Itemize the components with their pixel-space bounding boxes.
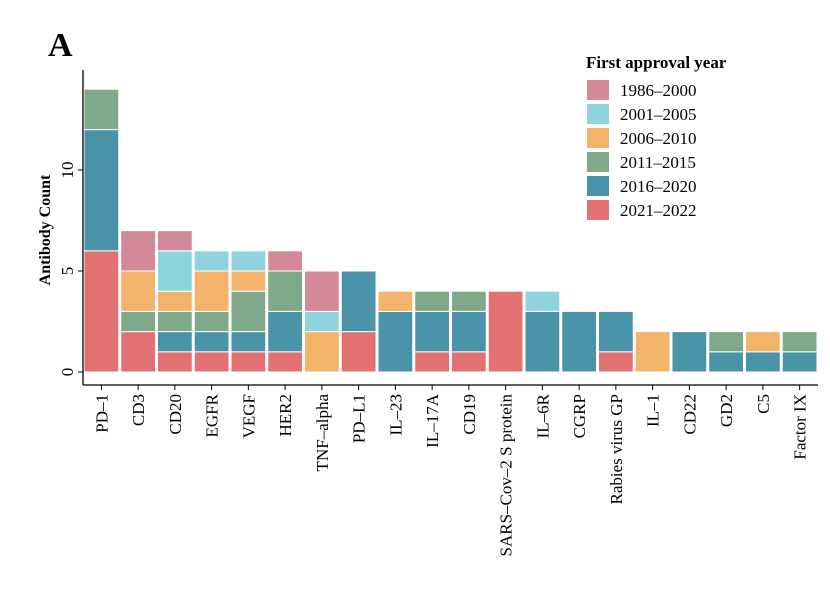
bar-segment (524, 310, 561, 373)
bar-segment (157, 230, 193, 252)
bar-segment (157, 290, 193, 312)
bar-segment (304, 331, 340, 373)
x-tick-label: CD3 (129, 394, 148, 426)
bar-segment (193, 270, 230, 312)
bar-segment (157, 351, 193, 373)
legend-label: 2001–2005 (620, 105, 697, 124)
legend-swatch (587, 152, 609, 172)
legend-label: 2016–2020 (620, 177, 697, 196)
x-tick-label: IL–23 (386, 394, 405, 436)
bar-segment (157, 331, 193, 353)
bar-segment (120, 331, 156, 373)
bar-segment (414, 310, 450, 353)
bar-segment (230, 351, 267, 373)
plot-area: PD–1 CD3 CD20 EGFR VEGF HER2 TNF–alpha PD–L1 IL–… (58, 70, 818, 556)
bar-segment (781, 351, 818, 373)
bar-segment (414, 351, 450, 373)
panel-label: A (48, 27, 73, 64)
legend-swatch (587, 104, 609, 124)
x-tick-label: EGFR (203, 393, 222, 437)
bar-segment (193, 331, 230, 353)
x-tick-label: VEGF (239, 394, 258, 438)
bar-segment (267, 250, 303, 272)
legend-label: 2011–2015 (620, 153, 696, 172)
bar-segment (193, 351, 230, 373)
bar-segment (157, 310, 193, 333)
x-tick-label: Rabies virus GP (607, 394, 626, 505)
bar-segment (708, 331, 744, 353)
bar-segment (671, 331, 708, 373)
legend-label: 2006–2010 (620, 129, 697, 148)
bar-segment (157, 250, 193, 292)
x-tick-label: CGRP (570, 394, 589, 438)
x-tick-label: C5 (754, 394, 773, 414)
bar-segment (83, 129, 120, 252)
bar-segment (267, 351, 303, 373)
x-tick-label: IL–1 (644, 394, 663, 427)
x-tick-label: GD2 (717, 394, 736, 427)
bar-segment (193, 250, 230, 272)
y-tick-label: 5 (58, 267, 77, 276)
legend-title: First approval year (586, 53, 727, 72)
bar-segment (267, 270, 303, 312)
bar-segment (120, 310, 156, 333)
bar-segment (377, 290, 414, 312)
legend-swatch (587, 80, 609, 100)
x-tick-label: Factor IX (791, 394, 810, 460)
bar-segment (524, 290, 561, 312)
bar-segment (634, 331, 671, 373)
bar-segment (377, 310, 414, 373)
x-tick-label: CD19 (460, 394, 479, 435)
legend-label: 2021–2022 (620, 201, 697, 220)
y-tick-label: 0 (58, 368, 77, 377)
bar-segment (708, 351, 744, 373)
bar-segment (267, 310, 303, 353)
bar-segment (745, 331, 781, 353)
x-tick-label: CD22 (680, 394, 699, 435)
x-tick-label: TNF–alpha (313, 394, 332, 472)
bar-segment (304, 310, 340, 333)
x-tick-label: PD–L1 (350, 394, 369, 443)
bar-segment (120, 230, 156, 272)
x-tick-label: PD–1 (92, 394, 111, 433)
bar-segment (451, 310, 487, 353)
bar-segment (230, 250, 267, 272)
legend-label: 1986–2000 (620, 81, 697, 100)
legend: First approval year 1986–2000 2001–2005 20… (586, 53, 727, 220)
bar-segment (487, 290, 524, 373)
x-tick-label: IL–17A (423, 393, 442, 448)
bar-segment (561, 310, 597, 373)
legend-swatch (587, 176, 609, 196)
legend-swatch (587, 200, 609, 220)
bar-segment (120, 270, 156, 312)
bar-segment (304, 270, 340, 312)
x-tick-label: IL–6R (533, 393, 552, 438)
y-tick-label: 10 (58, 162, 77, 179)
bar-segment (340, 331, 377, 373)
bar-segment (745, 351, 781, 373)
bar-segment (83, 250, 120, 373)
bar-segment (230, 331, 267, 353)
bar-segment (781, 331, 818, 353)
bar-segment (340, 270, 377, 333)
x-tick-label: CD20 (166, 394, 185, 435)
bar-segment (230, 270, 267, 292)
bar-segment (83, 88, 120, 131)
x-tick-label: HER2 (276, 394, 295, 437)
y-axis-title: Antibody Count (37, 174, 54, 285)
bar-segment (451, 290, 487, 312)
bar-segment (598, 310, 634, 353)
bar-segment (598, 351, 634, 373)
bar-segment (230, 290, 267, 333)
bar-segment (193, 310, 230, 333)
bar-segment (414, 290, 450, 312)
legend-swatch (587, 128, 609, 148)
bar-segment (451, 351, 487, 373)
x-tick-label: SARS–Cov–2 S protein (497, 394, 516, 557)
